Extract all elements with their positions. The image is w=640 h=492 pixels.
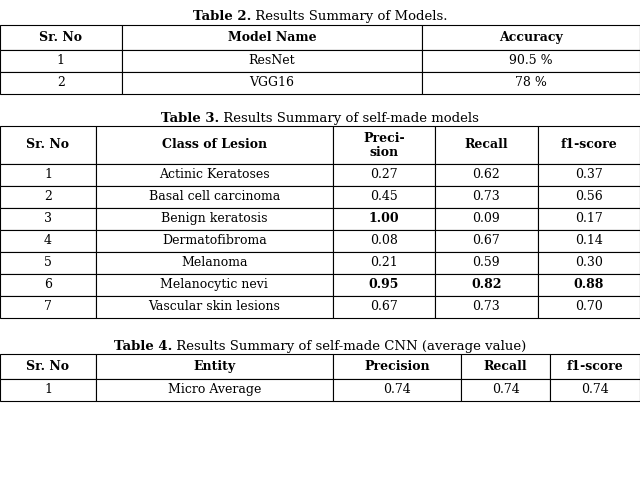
- Text: 0.08: 0.08: [370, 235, 398, 247]
- Text: Recall: Recall: [465, 139, 508, 152]
- Text: 90.5 %: 90.5 %: [509, 55, 553, 67]
- Text: Melanocytic nevi: Melanocytic nevi: [161, 278, 268, 291]
- Text: 0.67: 0.67: [370, 301, 398, 313]
- Text: 5: 5: [44, 256, 52, 270]
- Text: 0.74: 0.74: [383, 383, 411, 397]
- Text: 0.62: 0.62: [472, 168, 500, 182]
- Text: 0.37: 0.37: [575, 168, 603, 182]
- Text: Table 2.: Table 2.: [193, 10, 251, 23]
- Text: 0.74: 0.74: [581, 383, 609, 397]
- Text: 3: 3: [44, 213, 52, 225]
- Text: Recall: Recall: [484, 360, 527, 373]
- Text: 0.21: 0.21: [370, 256, 398, 270]
- Text: Sr. No: Sr. No: [26, 360, 70, 373]
- Text: Micro Average: Micro Average: [168, 383, 261, 397]
- Text: f1-score: f1-score: [567, 360, 623, 373]
- Text: 0.73: 0.73: [472, 190, 500, 204]
- Text: 0.14: 0.14: [575, 235, 603, 247]
- Text: Basal cell carcinoma: Basal cell carcinoma: [148, 190, 280, 204]
- Text: Vascular skin lesions: Vascular skin lesions: [148, 301, 280, 313]
- Text: Table 4.: Table 4.: [114, 340, 172, 353]
- Text: 78 %: 78 %: [515, 76, 547, 90]
- Text: 0.70: 0.70: [575, 301, 603, 313]
- Text: 6: 6: [44, 278, 52, 291]
- Text: 4: 4: [44, 235, 52, 247]
- Text: Precision: Precision: [364, 360, 429, 373]
- Text: 1: 1: [44, 383, 52, 397]
- Text: Melanoma: Melanoma: [181, 256, 248, 270]
- Text: 0.09: 0.09: [472, 213, 500, 225]
- Text: Benign keratosis: Benign keratosis: [161, 213, 268, 225]
- Text: Entity: Entity: [193, 360, 236, 373]
- Text: Class of Lesion: Class of Lesion: [162, 139, 267, 152]
- Text: VGG16: VGG16: [250, 76, 294, 90]
- Text: Sr. No: Sr. No: [26, 139, 70, 152]
- Text: 7: 7: [44, 301, 52, 313]
- Text: Results Summary of Models.: Results Summary of Models.: [251, 10, 447, 23]
- Text: 0.82: 0.82: [471, 278, 502, 291]
- Text: Model Name: Model Name: [228, 31, 316, 44]
- Text: f1-score: f1-score: [561, 139, 617, 152]
- Text: 1: 1: [57, 55, 65, 67]
- Text: 1: 1: [44, 168, 52, 182]
- Text: Table 3.: Table 3.: [161, 112, 219, 125]
- Text: Sr. No: Sr. No: [39, 31, 83, 44]
- Text: 0.73: 0.73: [472, 301, 500, 313]
- Text: ResNet: ResNet: [249, 55, 295, 67]
- Text: 0.30: 0.30: [575, 256, 603, 270]
- Text: Results Summary of self-made models: Results Summary of self-made models: [219, 112, 479, 125]
- Text: Preci-
sion: Preci- sion: [363, 131, 405, 158]
- Text: 0.95: 0.95: [369, 278, 399, 291]
- Text: Dermatofibroma: Dermatofibroma: [162, 235, 267, 247]
- Text: 0.88: 0.88: [573, 278, 604, 291]
- Text: 1.00: 1.00: [369, 213, 399, 225]
- Text: 2: 2: [57, 76, 65, 90]
- Text: 0.56: 0.56: [575, 190, 603, 204]
- Text: 0.45: 0.45: [370, 190, 398, 204]
- Text: 0.74: 0.74: [492, 383, 520, 397]
- Text: 2: 2: [44, 190, 52, 204]
- Text: Accuracy: Accuracy: [499, 31, 563, 44]
- Text: 0.67: 0.67: [472, 235, 500, 247]
- Text: 0.59: 0.59: [472, 256, 500, 270]
- Text: 0.17: 0.17: [575, 213, 603, 225]
- Text: Actinic Keratoses: Actinic Keratoses: [159, 168, 269, 182]
- Text: Results Summary of self-made CNN (average value): Results Summary of self-made CNN (averag…: [172, 340, 526, 353]
- Text: 0.27: 0.27: [370, 168, 398, 182]
